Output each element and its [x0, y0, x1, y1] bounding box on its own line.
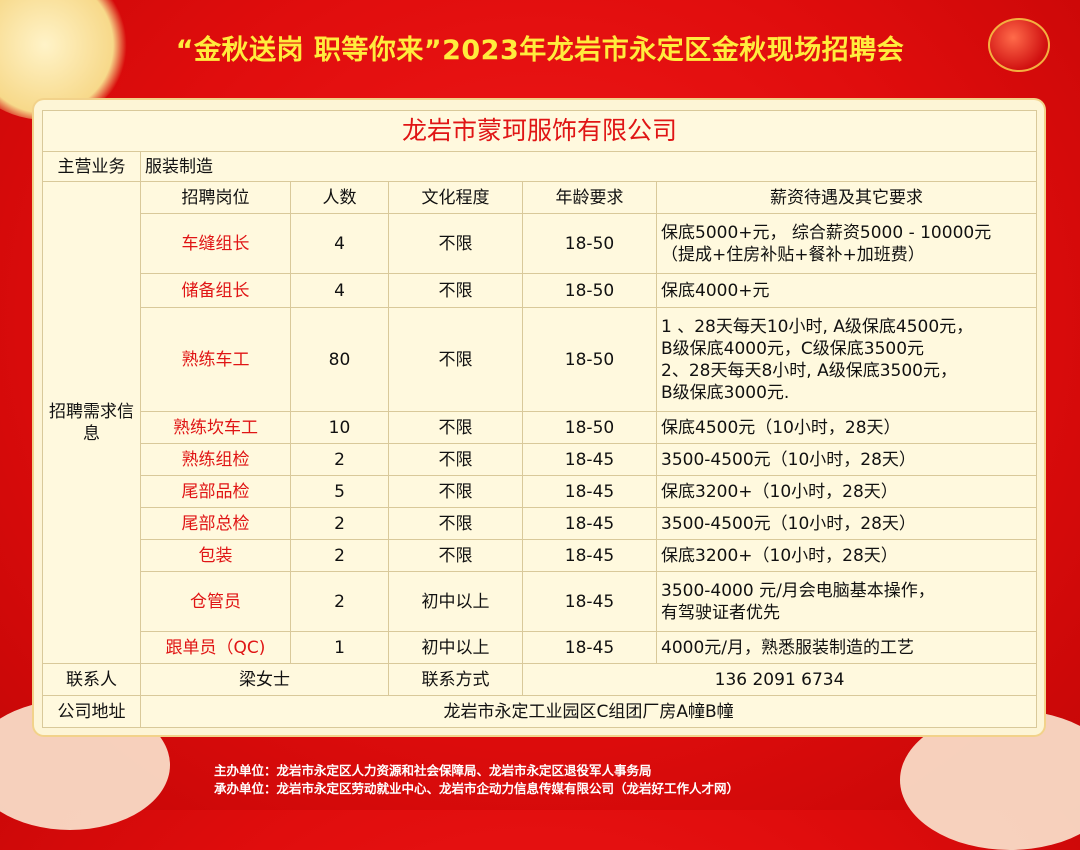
footer-undertaker: 承办单位：龙岩市永定区劳动就业中心、龙岩市企动力信息传媒有限公司（龙岩好工作人才…	[214, 781, 740, 796]
job-row: 熟练坎车工 10 不限 18-50 保底4500元（10小时，28天）	[43, 411, 1038, 444]
job-education: 不限	[388, 213, 523, 274]
salary-line: 保底3200+（10小时，28天）	[661, 481, 898, 502]
business-value: 服装制造	[139, 151, 1038, 182]
salary-line: 4000元/月，熟悉服装制造的工艺	[661, 637, 914, 658]
salary-line: 2、28天每天8小时, A级保底3500元，	[661, 360, 957, 381]
job-row: 包装 2 不限 18-45 保底3200+（10小时，28天）	[43, 539, 1038, 572]
job-salary: 保底4000+元	[655, 273, 1038, 308]
job-salary: 保底3200+（10小时，28天）	[655, 475, 1038, 508]
job-age: 18-50	[522, 307, 657, 412]
job-education: 不限	[388, 307, 523, 412]
job-salary: 4000元/月，熟悉服装制造的工艺	[655, 631, 1038, 664]
job-name: 尾部总检	[140, 507, 291, 540]
section-label: 招聘需求信息	[42, 181, 141, 664]
salary-line: B级保底3000元.	[661, 382, 790, 403]
job-age: 18-45	[522, 475, 657, 508]
job-salary: 3500-4000 元/月会电脑基本操作， 有驾驶证者优先	[655, 571, 1038, 632]
job-count: 4	[290, 213, 389, 274]
salary-line: 3500-4000 元/月会电脑基本操作，	[661, 580, 935, 601]
job-row: 尾部总检 2 不限 18-45 3500-4500元（10小时，28天）	[43, 507, 1038, 540]
job-education: 不限	[388, 411, 523, 444]
job-age: 18-50	[522, 273, 657, 308]
job-salary: 保底5000+元， 综合薪资5000 - 10000元 （提成+住房补贴+餐补+加…	[655, 213, 1038, 274]
job-age: 18-45	[522, 539, 657, 572]
job-count: 5	[290, 475, 389, 508]
job-count: 4	[290, 273, 389, 308]
job-count: 1	[290, 631, 389, 664]
header-salary: 薪资待遇及其它要求	[655, 181, 1038, 214]
salary-line: B级保底4000元，C级保底3500元	[661, 338, 925, 359]
job-name: 熟练坎车工	[140, 411, 291, 444]
job-count: 10	[290, 411, 389, 444]
business-label: 主营业务	[42, 151, 141, 182]
job-row: 仓管员 2 初中以上 18-45 3500-4000 元/月会电脑基本操作， 有驾驶证者优…	[43, 571, 1038, 632]
job-name: 跟单员（QC)	[140, 631, 291, 664]
job-age: 18-45	[522, 507, 657, 540]
job-age: 18-50	[522, 411, 657, 444]
job-row: 熟练车工 80 不限 18-50 1 、28天每天10小时, A级保底4500元， B级保…	[43, 307, 1038, 412]
job-education: 不限	[388, 443, 523, 476]
job-name: 仓管员	[140, 571, 291, 632]
job-education: 初中以上	[388, 631, 523, 664]
salary-line: 保底3200+（10小时，28天）	[661, 545, 898, 566]
job-name: 熟练组检	[140, 443, 291, 476]
job-row: 跟单员（QC) 1 初中以上 18-45 4000元/月，熟悉服装制造的工艺	[43, 631, 1038, 664]
address-label: 公司地址	[42, 695, 141, 728]
footer: 主办单位：龙岩市永定区人力资源和社会保障局、龙岩市永定区退役军人事务局 承办单位…	[214, 762, 739, 798]
salary-line: 3500-4500元（10小时，28天）	[661, 449, 916, 470]
salary-line: 保底5000+元， 综合薪资5000 - 10000元	[661, 222, 992, 243]
header-position: 招聘岗位	[140, 181, 291, 214]
job-row: 熟练组检 2 不限 18-45 3500-4500元（10小时，28天）	[43, 443, 1038, 476]
job-salary: 3500-4500元（10小时，28天）	[655, 507, 1038, 540]
job-name: 储备组长	[140, 273, 291, 308]
job-name: 包装	[140, 539, 291, 572]
contact-name: 梁女士	[140, 663, 389, 696]
job-age: 18-45	[522, 631, 657, 664]
job-education: 不限	[388, 539, 523, 572]
phone-number: 136 2091 6734	[521, 663, 1038, 696]
address-value: 龙岩市永定工业园区C组团厂房A幢B幢	[139, 695, 1038, 728]
page-title: “金秋送岗 职等你来”2023年龙岩市永定区金秋现场招聘会	[175, 35, 905, 66]
salary-line: （提成+住房补贴+餐补+加班费）	[661, 244, 925, 265]
job-age: 18-45	[522, 571, 657, 632]
job-salary: 3500-4500元（10小时，28天）	[655, 443, 1038, 476]
phone-label: 联系方式	[388, 663, 523, 696]
job-salary: 保底3200+（10小时，28天）	[655, 539, 1038, 572]
job-education: 不限	[388, 273, 523, 308]
job-count: 2	[290, 539, 389, 572]
job-row: 尾部品检 5 不限 18-45 保底3200+（10小时，28天）	[43, 475, 1038, 508]
salary-line: 保底4000+元	[661, 280, 770, 301]
company-name: 龙岩市蒙珂服饰有限公司	[41, 110, 1038, 152]
job-name: 熟练车工	[140, 307, 291, 412]
salary-line: 有驾驶证者优先	[661, 602, 780, 623]
job-count: 2	[290, 507, 389, 540]
footer-organizer: 主办单位：龙岩市永定区人力资源和社会保障局、龙岩市永定区退役军人事务局	[214, 763, 652, 778]
contact-label: 联系人	[42, 663, 141, 696]
job-count: 2	[290, 443, 389, 476]
lantern-decoration	[988, 18, 1050, 72]
job-age: 18-45	[522, 443, 657, 476]
salary-line: 3500-4500元（10小时，28天）	[661, 513, 916, 534]
header-count: 人数	[290, 181, 389, 214]
job-salary: 保底4500元（10小时，28天）	[655, 411, 1038, 444]
job-education: 初中以上	[388, 571, 523, 632]
job-salary: 1 、28天每天10小时, A级保底4500元， B级保底4000元，C级保底35…	[655, 307, 1038, 412]
job-row: 储备组长 4 不限 18-50 保底4000+元	[43, 273, 1038, 308]
job-name: 车缝组长	[140, 213, 291, 274]
salary-line: 1 、28天每天10小时, A级保底4500元，	[661, 316, 974, 337]
job-count: 2	[290, 571, 389, 632]
header-education: 文化程度	[388, 181, 523, 214]
job-education: 不限	[388, 475, 523, 508]
job-row: 车缝组长 4 不限 18-50 保底5000+元， 综合薪资5000 - 10000元（…	[43, 213, 1038, 274]
job-table: 龙岩市蒙珂服饰有限公司 主营业务 服装制造 招聘需求信息 招聘岗位 人数 文化程度…	[41, 110, 1038, 728]
job-age: 18-50	[522, 213, 657, 274]
job-education: 不限	[388, 507, 523, 540]
header-age: 年龄要求	[522, 181, 657, 214]
job-count: 80	[290, 307, 389, 412]
salary-line: 保底4500元（10小时，28天）	[661, 417, 901, 438]
job-name: 尾部品检	[140, 475, 291, 508]
